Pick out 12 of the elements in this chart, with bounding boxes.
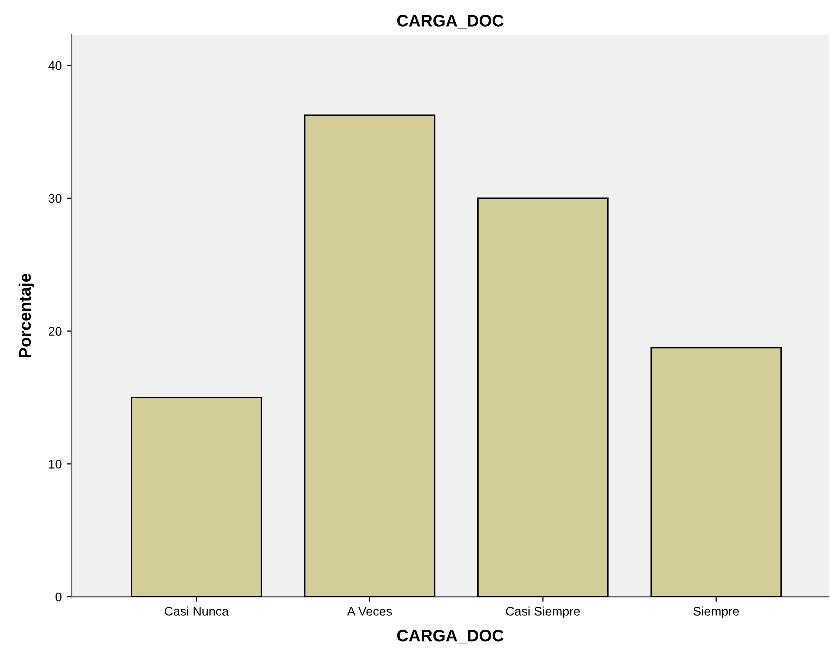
y-tick-label: 10 xyxy=(49,460,62,469)
x-axis-title: CARGA_DOC xyxy=(397,630,504,644)
x-tick-label: Siempre xyxy=(694,606,740,618)
x-tick-label: Casi Siempre xyxy=(506,606,580,618)
y-tick-label: 30 xyxy=(48,194,62,204)
y-axis-title: Porcentaje xyxy=(18,274,34,358)
y-tick-label: 20 xyxy=(48,327,62,336)
x-tick-label: A Veces xyxy=(347,607,392,616)
y-tick-label: 40 xyxy=(48,61,62,70)
y-tick-label: 0 xyxy=(56,592,62,602)
x-tick-label: Casi Nunca xyxy=(165,606,229,616)
chart-title: CARGA_DOC xyxy=(397,15,504,29)
